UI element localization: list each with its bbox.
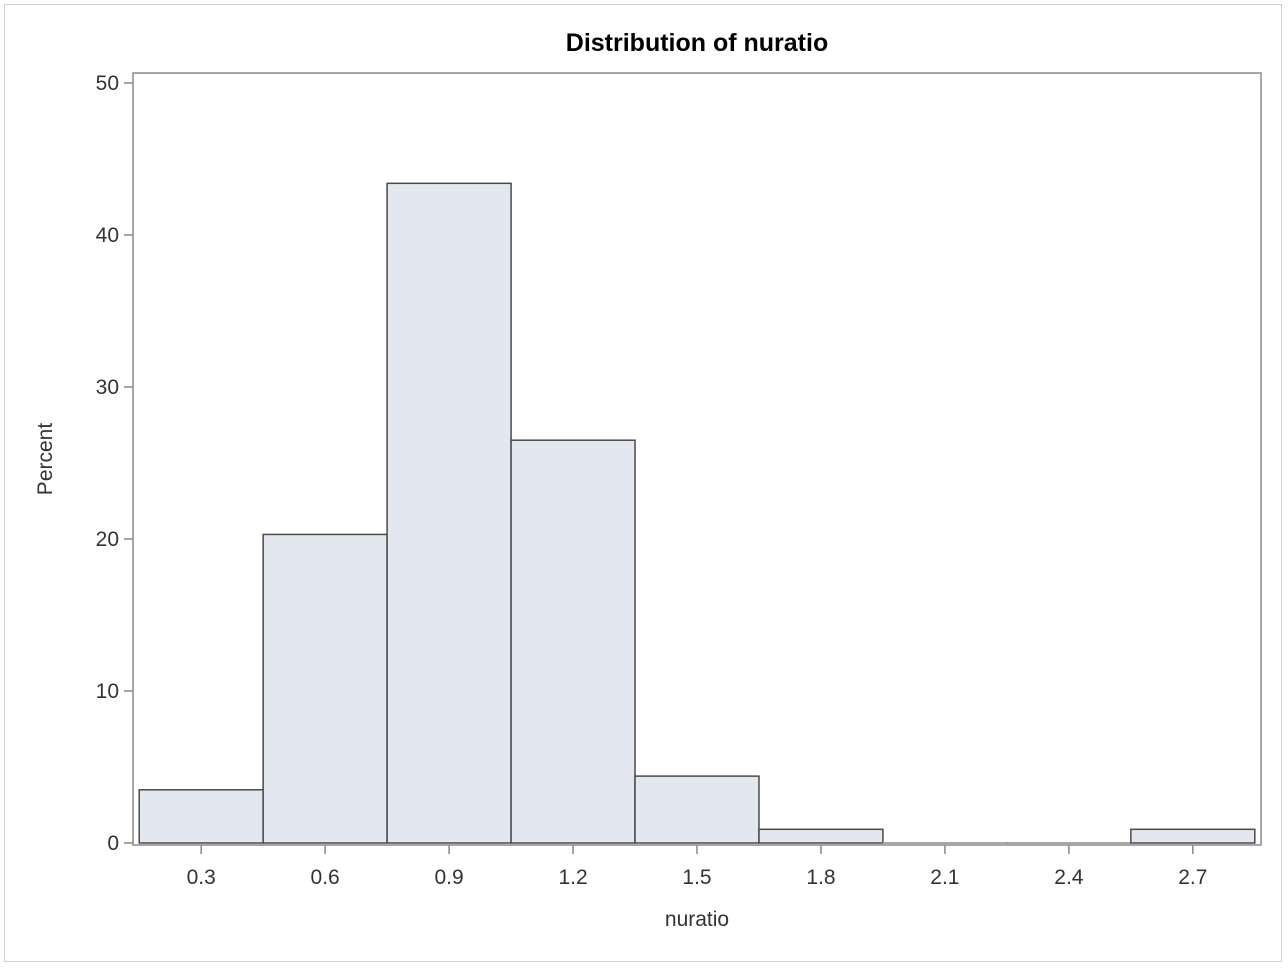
- y-axis-label: Percent: [34, 423, 57, 496]
- y-tick-label: 0: [107, 832, 119, 855]
- histogram-bar: [758, 828, 884, 844]
- histogram-bar: [262, 533, 388, 844]
- y-tick-label: 30: [96, 376, 119, 399]
- x-axis-label: nuratio: [665, 908, 729, 931]
- histogram-bar: [138, 789, 264, 844]
- y-axis: 0 10 20 30 40 50: [96, 72, 133, 855]
- x-tick-label: 2.1: [930, 866, 959, 889]
- x-tick-label: 1.2: [558, 866, 587, 889]
- y-tick-label: 50: [96, 72, 119, 95]
- x-axis: 0.3 0.6 0.9 1.2 1.5 1.8 2.1 2.4 2.7: [187, 845, 1207, 889]
- x-tick-label: 1.8: [806, 866, 835, 889]
- x-tick-label: 0.3: [187, 866, 216, 889]
- y-tick-label: 40: [96, 224, 119, 247]
- x-tick-label: 0.6: [311, 866, 340, 889]
- x-tick-label: 0.9: [434, 866, 463, 889]
- histogram-bar: [510, 439, 636, 844]
- chart-title: Distribution of nuratio: [566, 29, 828, 57]
- histogram-bar: [634, 775, 760, 844]
- bars-group: [138, 182, 1256, 844]
- x-tick-label: 1.5: [682, 866, 711, 889]
- y-tick-label: 10: [96, 680, 119, 703]
- y-tick-label: 20: [96, 528, 119, 551]
- x-tick-label: 2.7: [1178, 866, 1207, 889]
- histogram-bar: [1130, 828, 1256, 844]
- histogram-bar: [386, 182, 512, 844]
- x-tick-label: 2.4: [1054, 866, 1084, 889]
